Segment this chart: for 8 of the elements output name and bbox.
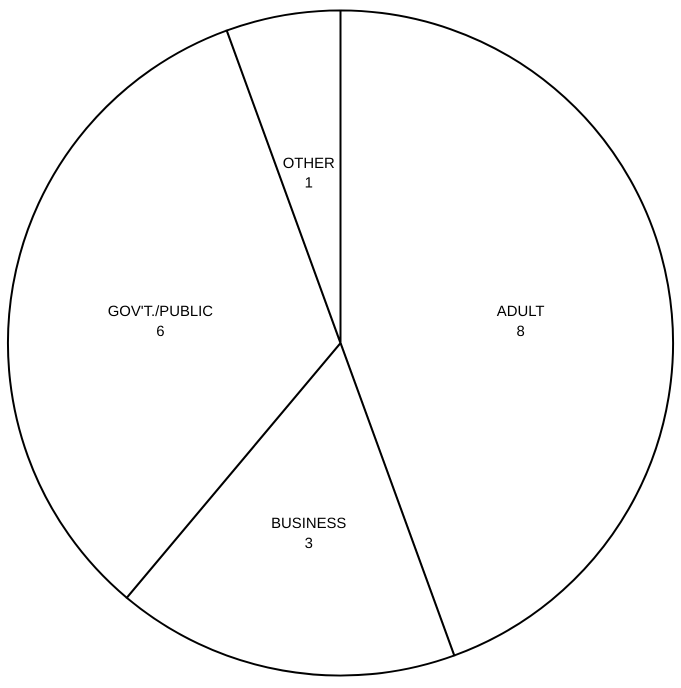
slice-label: BUSINESS	[271, 516, 346, 532]
data-label: 3	[304, 536, 313, 552]
slice-label: ADULT	[496, 304, 544, 320]
slice-label: GOV'T./PUBLIC	[108, 304, 214, 320]
data-label: 8	[516, 324, 525, 340]
slice-label: OTHER	[282, 156, 336, 172]
data-label: 6	[156, 324, 165, 340]
data-label: 1	[304, 176, 313, 192]
